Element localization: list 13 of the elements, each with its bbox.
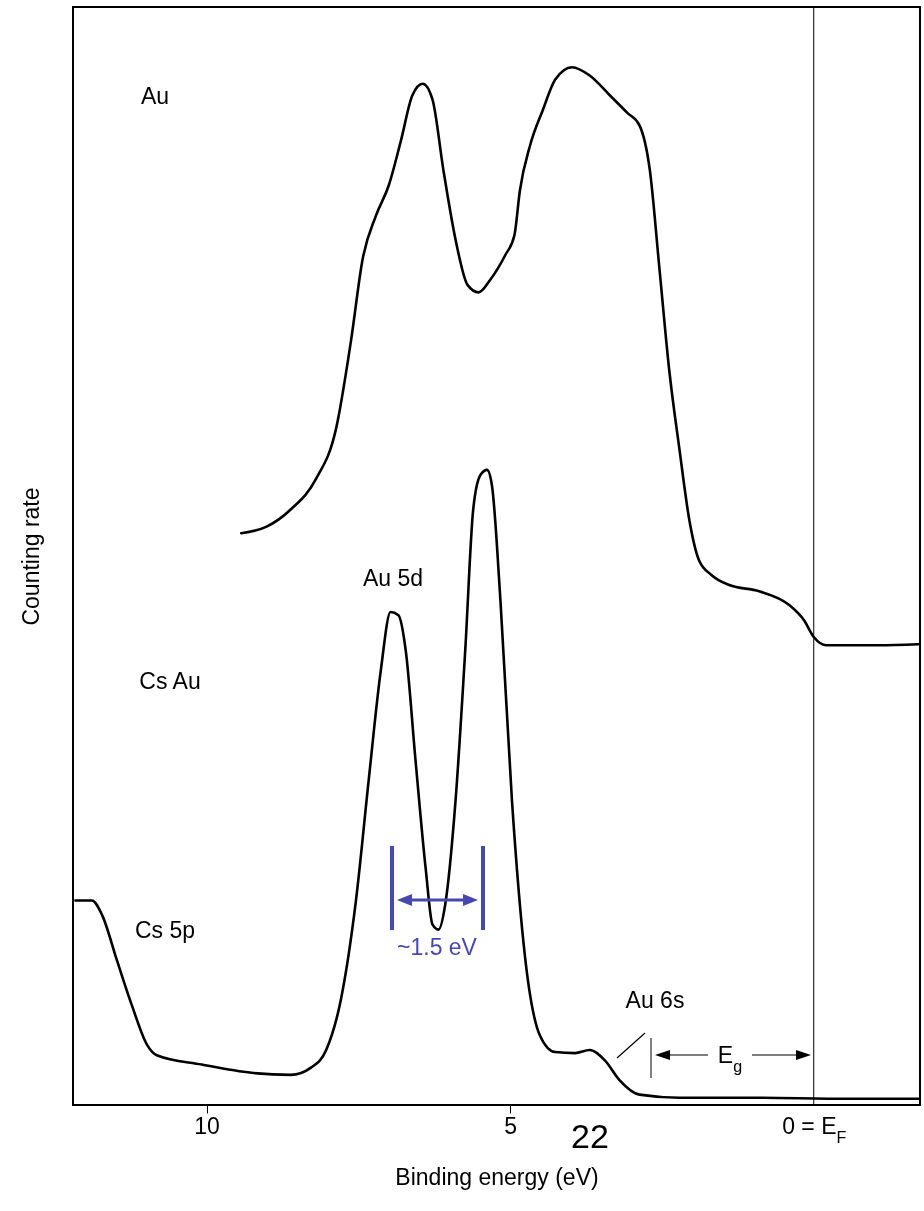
x-axis-title: Binding energy (eV) xyxy=(395,1163,599,1190)
annotation: Cs Au xyxy=(139,668,201,694)
annotation: Cs 5p xyxy=(134,917,196,943)
annotation: ~1.5 eV xyxy=(397,934,478,960)
x-tick-label: 10 xyxy=(194,1112,220,1139)
x-tick-label: 0 = E$_{F}$ xyxy=(782,1112,847,1146)
annotation: E$_{g}$ xyxy=(717,1042,743,1075)
y-axis-title: Counting rate xyxy=(17,487,44,626)
annotation: Au 6s xyxy=(625,987,685,1013)
text: 22 xyxy=(571,1117,609,1155)
annotation: Au xyxy=(140,83,170,109)
x-tick-label: 5 xyxy=(504,1112,518,1139)
annotation: Au 5d xyxy=(362,565,424,591)
